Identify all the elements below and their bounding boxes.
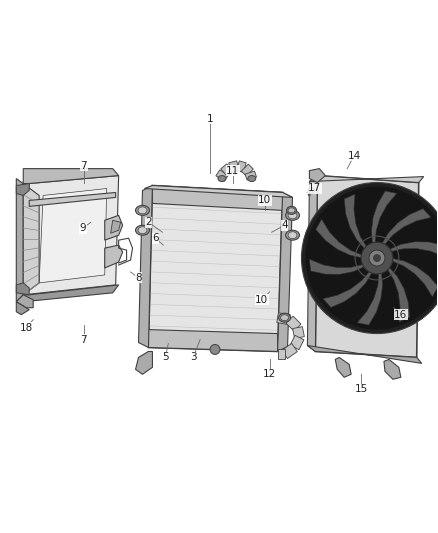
Text: 12: 12 bbox=[263, 369, 276, 379]
Polygon shape bbox=[23, 168, 119, 183]
Text: 5: 5 bbox=[162, 352, 169, 362]
Circle shape bbox=[361, 242, 393, 274]
Circle shape bbox=[305, 187, 438, 329]
Ellipse shape bbox=[288, 208, 295, 213]
Ellipse shape bbox=[218, 175, 226, 182]
Ellipse shape bbox=[138, 227, 147, 233]
Text: 18: 18 bbox=[20, 322, 33, 333]
Ellipse shape bbox=[135, 225, 149, 235]
Text: 11: 11 bbox=[226, 166, 240, 175]
Circle shape bbox=[308, 188, 314, 193]
Polygon shape bbox=[216, 170, 228, 181]
Polygon shape bbox=[286, 316, 301, 331]
Polygon shape bbox=[138, 185, 152, 348]
Polygon shape bbox=[323, 270, 373, 308]
Text: 10: 10 bbox=[258, 196, 271, 205]
Ellipse shape bbox=[288, 212, 297, 219]
Ellipse shape bbox=[288, 232, 297, 239]
Polygon shape bbox=[16, 283, 29, 295]
Polygon shape bbox=[241, 164, 253, 176]
Text: 14: 14 bbox=[347, 151, 361, 161]
Polygon shape bbox=[309, 168, 325, 182]
Polygon shape bbox=[307, 345, 422, 364]
Polygon shape bbox=[316, 219, 363, 258]
Text: 8: 8 bbox=[135, 273, 142, 283]
Polygon shape bbox=[135, 351, 152, 374]
Ellipse shape bbox=[138, 207, 147, 214]
Polygon shape bbox=[278, 350, 285, 359]
Text: 17: 17 bbox=[308, 183, 321, 193]
Polygon shape bbox=[307, 175, 318, 351]
Ellipse shape bbox=[286, 206, 297, 214]
Polygon shape bbox=[315, 175, 419, 358]
Polygon shape bbox=[293, 327, 304, 338]
Ellipse shape bbox=[281, 314, 289, 321]
Ellipse shape bbox=[286, 211, 300, 220]
Ellipse shape bbox=[248, 175, 256, 182]
Polygon shape bbox=[384, 359, 401, 379]
Circle shape bbox=[369, 250, 385, 266]
Ellipse shape bbox=[279, 313, 290, 322]
Circle shape bbox=[373, 254, 381, 262]
Polygon shape bbox=[381, 208, 431, 246]
Text: 6: 6 bbox=[152, 233, 159, 243]
Polygon shape bbox=[371, 191, 397, 245]
Text: 7: 7 bbox=[81, 160, 87, 171]
Polygon shape bbox=[16, 302, 29, 314]
Polygon shape bbox=[16, 179, 23, 302]
Polygon shape bbox=[145, 185, 293, 197]
Polygon shape bbox=[23, 285, 119, 302]
Polygon shape bbox=[16, 295, 33, 308]
Text: 2: 2 bbox=[145, 217, 152, 227]
Text: 15: 15 bbox=[354, 384, 368, 394]
Polygon shape bbox=[278, 192, 293, 351]
Polygon shape bbox=[309, 175, 424, 182]
Polygon shape bbox=[344, 194, 367, 250]
Text: 3: 3 bbox=[190, 352, 197, 362]
Polygon shape bbox=[237, 161, 246, 172]
Polygon shape bbox=[387, 266, 410, 322]
Polygon shape bbox=[16, 183, 29, 196]
Polygon shape bbox=[221, 164, 233, 176]
Polygon shape bbox=[245, 171, 257, 180]
Text: 9: 9 bbox=[80, 223, 86, 233]
Polygon shape bbox=[309, 259, 366, 274]
Polygon shape bbox=[388, 242, 438, 257]
Polygon shape bbox=[335, 358, 351, 377]
Polygon shape bbox=[282, 343, 297, 359]
Ellipse shape bbox=[135, 205, 149, 215]
Polygon shape bbox=[277, 313, 290, 325]
Polygon shape bbox=[357, 271, 382, 325]
Circle shape bbox=[210, 344, 220, 354]
Ellipse shape bbox=[286, 230, 300, 240]
Polygon shape bbox=[29, 192, 116, 206]
Polygon shape bbox=[391, 258, 438, 297]
Polygon shape bbox=[111, 220, 120, 233]
Text: 10: 10 bbox=[255, 295, 268, 305]
Polygon shape bbox=[290, 335, 304, 350]
Text: 16: 16 bbox=[394, 310, 407, 320]
Text: 1: 1 bbox=[207, 114, 213, 124]
Polygon shape bbox=[39, 189, 107, 283]
Polygon shape bbox=[148, 329, 278, 351]
Polygon shape bbox=[148, 185, 283, 351]
Polygon shape bbox=[419, 278, 429, 295]
Polygon shape bbox=[105, 215, 123, 240]
Text: 4: 4 bbox=[281, 220, 288, 230]
Polygon shape bbox=[23, 175, 119, 295]
Polygon shape bbox=[229, 161, 239, 173]
Text: 7: 7 bbox=[81, 335, 87, 344]
Polygon shape bbox=[152, 185, 283, 211]
Polygon shape bbox=[23, 183, 39, 295]
Circle shape bbox=[301, 182, 438, 334]
Polygon shape bbox=[105, 245, 123, 268]
